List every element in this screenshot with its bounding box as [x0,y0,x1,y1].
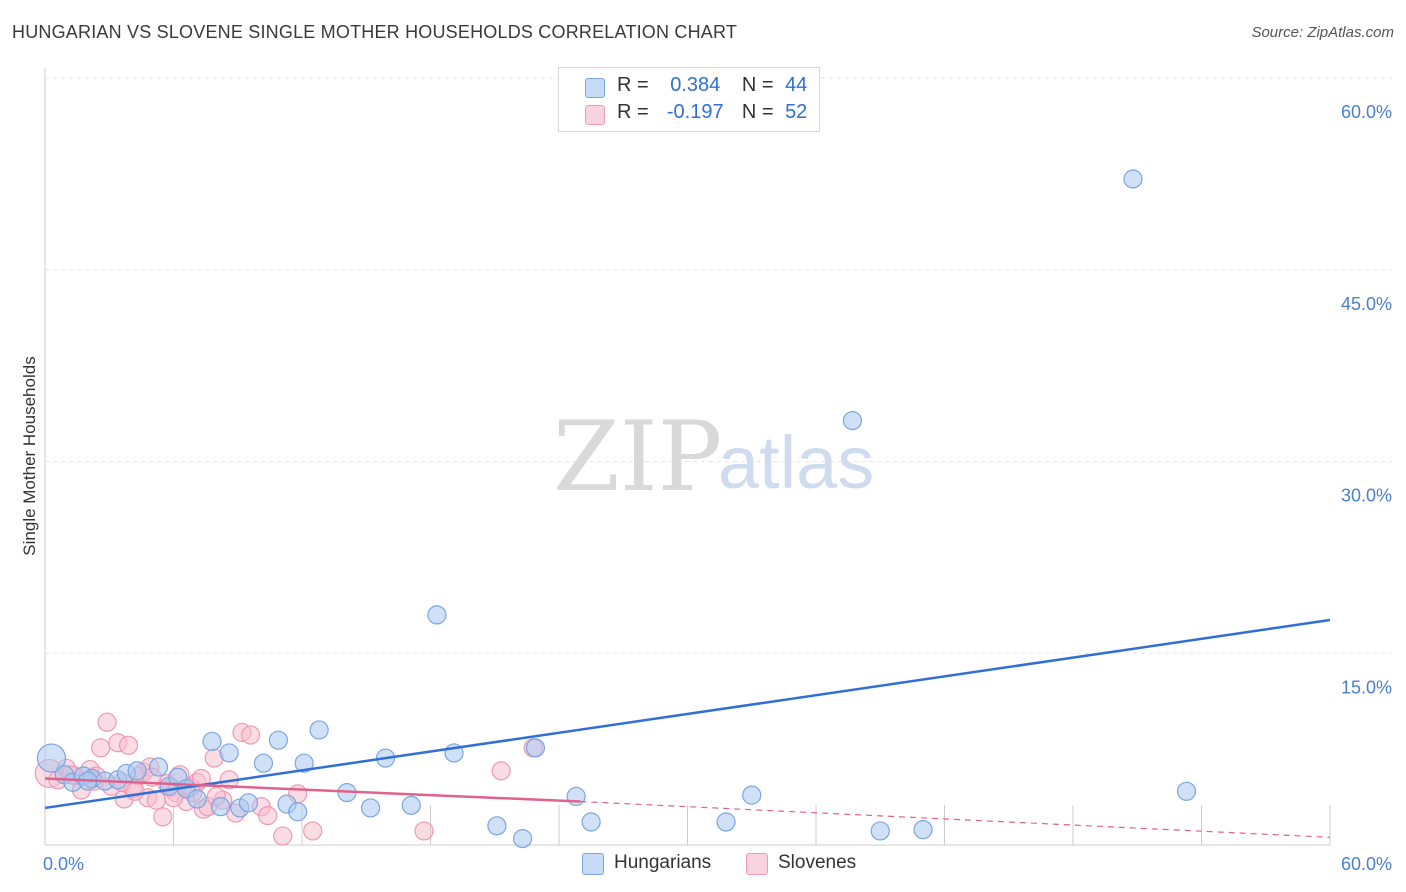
hungarian-point-20[interactable] [268,730,289,750]
tick-labels: 15.0% 30.0% 45.0% 60.0% 0.0% 60.0% [43,102,1392,874]
watermark: ZIP atlas [553,401,874,513]
slovene-point-50[interactable] [191,768,211,789]
y-tick-label-0: 15.0% [1341,677,1392,697]
slovene-point-36[interactable] [258,805,278,826]
watermark-atlas: atlas [718,421,874,504]
legend-hungarians-swatch [582,853,604,875]
hungarian-point-22[interactable] [288,802,308,822]
hungarian-point-42[interactable] [1176,781,1197,801]
hungarian-point-15[interactable] [211,797,231,817]
hungarian-point-34[interactable] [566,786,586,807]
hungarian-point-29[interactable] [427,605,447,625]
gridlines [45,77,1392,654]
hungarian-point-24[interactable] [309,720,329,740]
hungarian-point-33[interactable] [525,738,546,758]
legend: Hungarians Slovenes [0,850,1406,880]
stats-box: R = 0.384 N = 44 R = -0.197 N = 52 [558,67,820,132]
watermark-zip: ZIP [553,401,722,513]
slovene-point-19[interactable] [153,807,173,827]
hungarians-n-label: N = [741,74,774,96]
hungarian-point-39[interactable] [870,821,890,841]
trend-lines [44,618,1331,838]
slovene-point-41[interactable] [491,761,511,781]
chart-title: HUNGARIAN VS SLOVENE SINGLE MOTHER HOUSE… [12,22,738,42]
hungarian-point-36[interactable] [716,812,736,832]
hungarian-point-9[interactable] [148,757,169,777]
slovenes-r-value: -0.197 [666,101,724,123]
source-label: Source: ZipAtlas.com [1251,24,1394,41]
y-tick-label-3: 60.0% [1341,102,1392,122]
hungarian-point-26[interactable] [360,798,381,818]
hungarian-point-31[interactable] [487,816,507,836]
slovenes-n-label: N = [741,101,774,123]
hungarian-point-35[interactable] [581,812,601,832]
y-tick-label-2: 45.0% [1341,294,1392,314]
hungarians-r-value: 0.384 [670,74,721,96]
slovene-point-40[interactable] [414,821,434,841]
slovene-point-12[interactable] [118,735,139,755]
hungarian-point-28[interactable] [401,795,421,815]
legend-slovenes-swatch [746,853,768,875]
hungarian-point-0[interactable] [36,743,67,773]
hungarian-point-40[interactable] [913,820,933,840]
slovenes-trend-line [44,777,581,803]
slovene-point-18[interactable] [146,790,166,810]
slovene-point-7[interactable] [91,738,111,758]
y-tick-label-1: 30.0% [1341,486,1392,506]
hungarian-point-16[interactable] [219,743,239,763]
slovenes-n-value: 52 [785,101,808,123]
legend-slovenes-label: Slovenes [778,852,857,873]
hungarian-point-13[interactable] [187,789,207,809]
slovenes-trend-line-extension [580,800,1331,838]
hungarian-point-23[interactable] [294,753,314,773]
hungarians-swatch [585,78,605,98]
slovenes-r-label: R = [617,101,649,123]
hungarians-r-label: R = [617,74,649,96]
hungarian-point-18[interactable] [238,793,259,813]
x-tick-label-0: 0.0% [43,854,84,874]
slovene-point-46[interactable] [125,781,145,801]
slovenes-swatch [585,105,605,125]
hungarian-point-37[interactable] [742,785,762,805]
legend-hungarians-label: Hungarians [614,852,712,873]
hungarians-points [36,169,1197,849]
slovene-point-39[interactable] [303,821,323,841]
slovene-point-8[interactable] [97,712,117,732]
hungarian-point-19[interactable] [253,753,274,773]
hungarian-point-41[interactable] [1123,169,1143,189]
hungarians-n-value: 44 [785,74,808,96]
axes [44,68,1331,846]
hungarians-trend-line [44,618,1331,810]
slovene-point-37[interactable] [273,826,293,846]
slovene-point-34[interactable] [241,725,261,745]
y-axis-label: Single Mother Households [20,356,39,555]
hungarian-point-8[interactable] [127,761,147,781]
hungarian-point-32[interactable] [512,829,533,849]
hungarian-point-14[interactable] [202,731,222,752]
x-tick-label-1: 60.0% [1341,854,1392,874]
hungarian-point-38[interactable] [842,410,863,431]
